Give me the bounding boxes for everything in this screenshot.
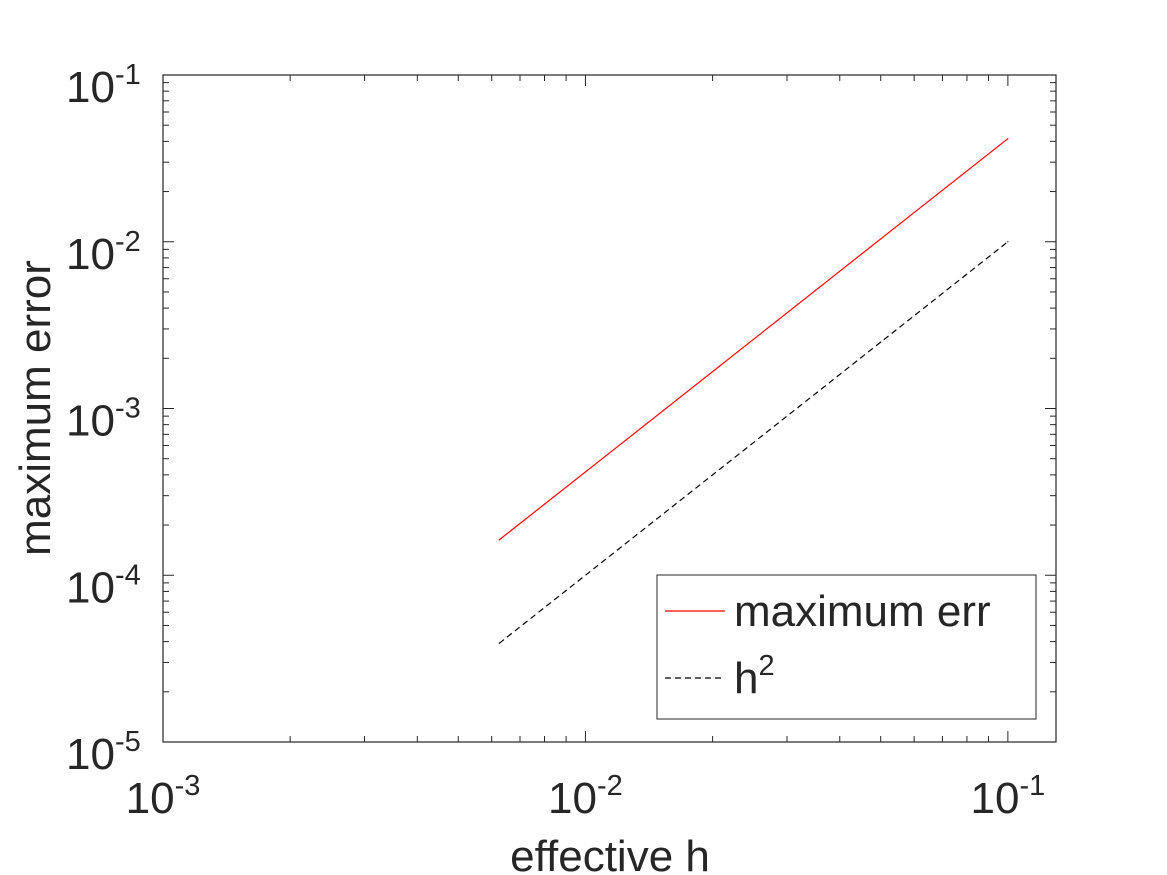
series-0-point — [752, 338, 755, 340]
y-axis-label: maximum error — [11, 260, 60, 556]
legend: maximum err h2 — [656, 574, 1037, 720]
series-1-point — [880, 341, 882, 343]
y-tick-label: 10-4 — [66, 559, 141, 612]
series-1-point — [625, 542, 627, 544]
series-1-point — [752, 441, 755, 444]
x-tick-label: 10-1 — [970, 770, 1045, 823]
x-tick-label: 10-2 — [548, 770, 623, 823]
legend-label-1: h2 — [734, 650, 775, 703]
series-0-point — [1007, 138, 1009, 140]
y-tick-label: 10-5 — [66, 726, 141, 779]
x-axis-ticks: 10-3 10-2 10-1 — [126, 75, 1045, 823]
series-0-point — [625, 439, 627, 441]
x-axis-label: effective h — [510, 832, 710, 875]
x-tick-label: 10-3 — [126, 770, 201, 823]
legend-box — [656, 574, 1037, 720]
y-tick-label: 10-3 — [66, 393, 141, 446]
series-0-point — [498, 539, 500, 541]
legend-label-0: maximum err — [734, 587, 991, 636]
series-1-point — [498, 642, 500, 644]
y-axis-ticks: 10-5 10-4 10-3 10-2 10-1 — [66, 59, 1056, 779]
series-0-point — [880, 238, 882, 240]
y-tick-label: 10-2 — [66, 226, 141, 279]
y-tick-label: 10-1 — [66, 59, 141, 112]
series-1-point — [1007, 241, 1009, 243]
series-layer — [498, 138, 1009, 644]
